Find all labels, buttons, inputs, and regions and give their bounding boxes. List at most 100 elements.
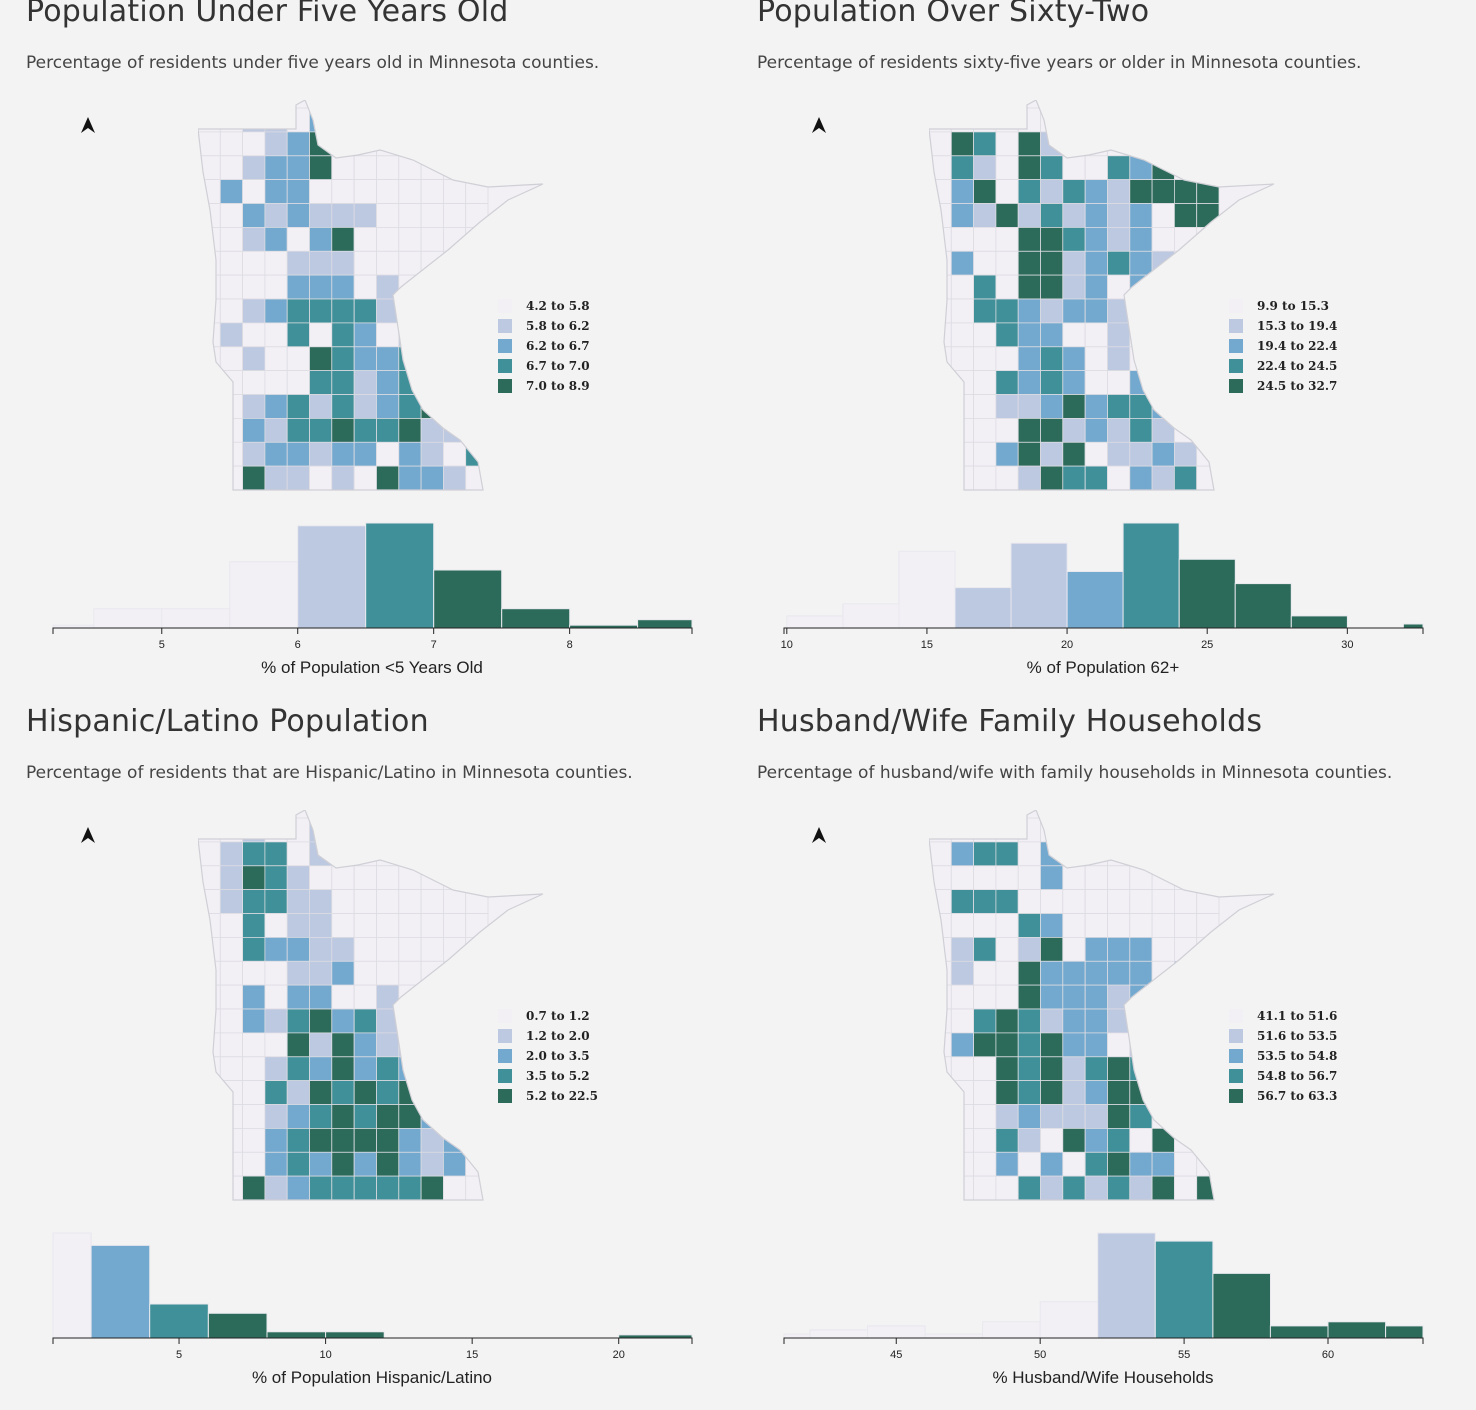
county — [1017, 1127, 1041, 1153]
county — [219, 1104, 243, 1129]
county — [242, 937, 266, 962]
county — [1107, 417, 1131, 443]
county — [995, 865, 1019, 891]
county — [331, 203, 355, 228]
legend-label: 19.4 to 22.4 — [1257, 339, 1338, 353]
county — [1129, 298, 1153, 324]
county — [1062, 417, 1086, 443]
county — [286, 179, 310, 204]
legend-label: 15.3 to 19.4 — [1257, 319, 1338, 333]
county — [1196, 1080, 1220, 1105]
county — [950, 322, 974, 348]
county — [309, 203, 333, 228]
county — [950, 1151, 974, 1177]
county — [331, 913, 355, 938]
county — [309, 370, 333, 395]
county — [219, 274, 243, 300]
county — [376, 203, 400, 228]
county — [420, 1008, 444, 1034]
county — [353, 417, 377, 443]
county — [198, 179, 221, 204]
county — [465, 465, 489, 490]
county — [353, 817, 377, 843]
county — [973, 322, 997, 348]
county — [1173, 274, 1198, 300]
county — [1196, 1104, 1220, 1129]
county — [1107, 394, 1131, 419]
county — [376, 1080, 400, 1105]
county — [242, 1056, 266, 1082]
county — [995, 155, 1019, 181]
county — [219, 107, 243, 133]
county — [1151, 346, 1175, 372]
county — [995, 913, 1019, 938]
county — [1196, 322, 1220, 348]
county — [950, 346, 974, 372]
county — [353, 346, 377, 372]
county — [309, 298, 333, 324]
county — [1173, 131, 1198, 157]
county — [286, 322, 310, 348]
county — [219, 250, 243, 276]
county — [1107, 274, 1131, 300]
legend-label: 22.4 to 24.5 — [1257, 359, 1338, 373]
county — [442, 960, 467, 986]
county — [219, 1008, 243, 1034]
county — [286, 203, 310, 228]
county — [331, 107, 355, 133]
legend-swatch — [498, 1009, 512, 1023]
histogram-bar — [1039, 1301, 1099, 1339]
county — [929, 1032, 952, 1058]
county — [950, 274, 974, 300]
county — [465, 984, 489, 1010]
county — [929, 107, 952, 133]
county — [1040, 441, 1064, 467]
county — [331, 960, 355, 986]
county — [398, 1151, 422, 1177]
county — [1107, 227, 1131, 252]
county — [1017, 298, 1041, 324]
legend-swatch — [498, 319, 512, 333]
county — [376, 107, 400, 133]
legend-item: 3.5 to 5.2 — [498, 1066, 598, 1086]
county — [1173, 984, 1198, 1010]
county — [1129, 417, 1153, 443]
county — [1173, 841, 1198, 867]
county — [331, 1032, 355, 1058]
county — [995, 817, 1019, 843]
county — [465, 1151, 489, 1177]
county — [331, 1056, 355, 1082]
county — [973, 889, 997, 914]
county — [973, 441, 997, 467]
county — [1151, 1080, 1175, 1105]
county — [398, 227, 422, 252]
county — [1084, 913, 1108, 938]
county — [309, 1175, 333, 1200]
county — [950, 203, 974, 228]
histogram-bar — [93, 608, 163, 629]
county — [420, 203, 444, 228]
county — [286, 417, 310, 443]
county — [1173, 346, 1198, 372]
county — [1151, 465, 1175, 490]
county — [1173, 1008, 1198, 1034]
county — [1017, 913, 1041, 938]
county — [1062, 250, 1086, 276]
county — [1107, 937, 1131, 962]
map-title: Husband/Wife Family Households — [757, 704, 1263, 739]
county — [1084, 250, 1108, 276]
county — [1084, 370, 1108, 395]
county — [331, 1127, 355, 1153]
histogram-bar — [433, 569, 503, 629]
county — [1017, 370, 1041, 395]
county — [309, 913, 333, 938]
county — [1173, 1080, 1198, 1105]
county — [465, 346, 489, 372]
county — [995, 131, 1019, 157]
county — [1017, 346, 1041, 372]
county — [442, 1175, 467, 1200]
county — [219, 984, 243, 1010]
county — [286, 441, 310, 467]
county — [1017, 817, 1041, 843]
county — [973, 817, 997, 843]
